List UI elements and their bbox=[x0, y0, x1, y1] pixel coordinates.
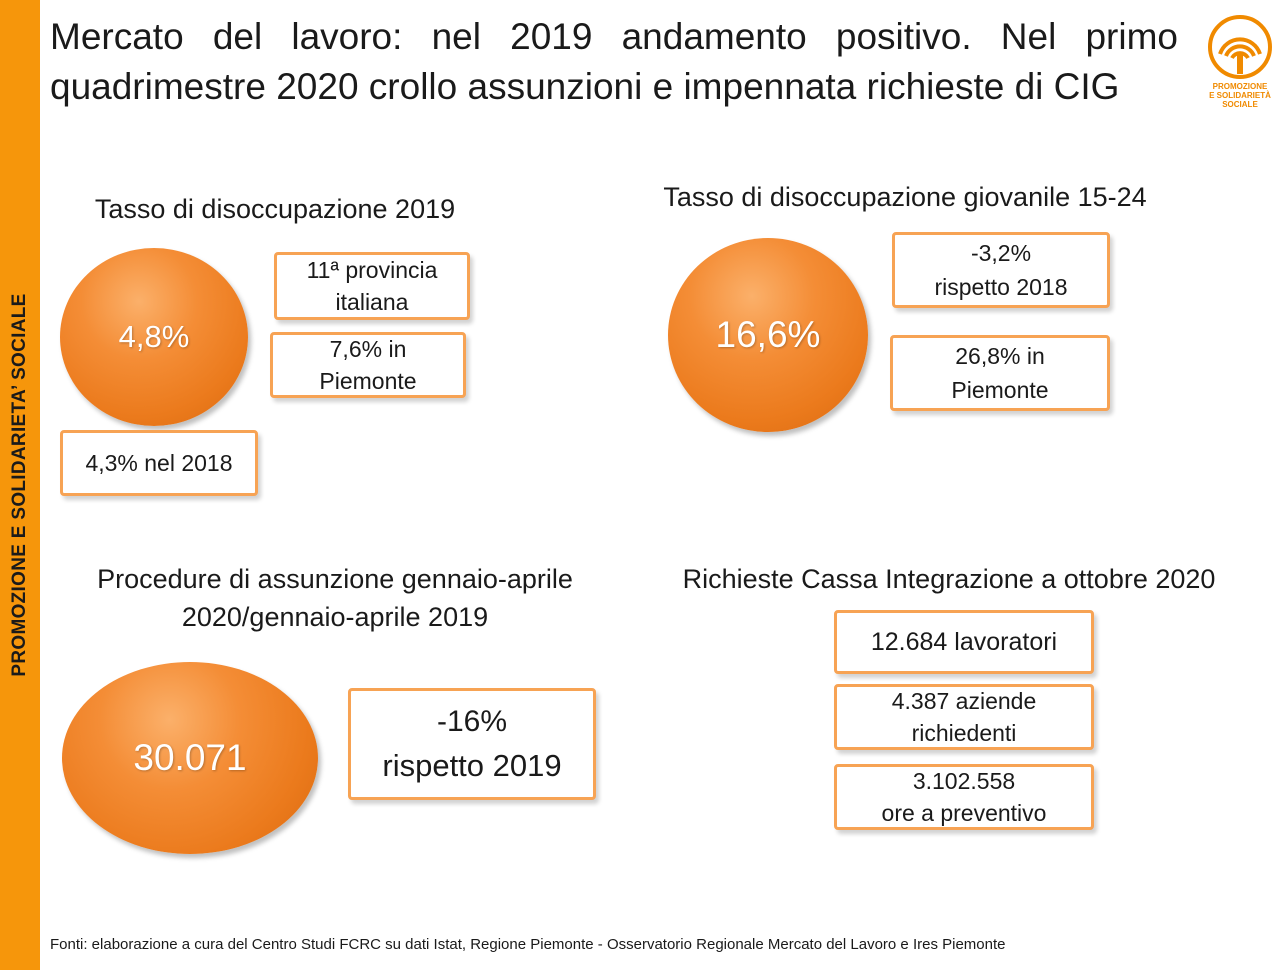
unemployment-rank-line-1: 11ª provincia bbox=[306, 257, 438, 283]
logo-text-line-1: PROMOZIONE bbox=[1212, 82, 1268, 91]
unemployment-value: 4,8% bbox=[118, 319, 190, 354]
youth-heading: Tasso di disoccupazione giovanile 15-24 bbox=[663, 182, 1147, 212]
hiring-heading-line-2: 2020/gennaio-aprile 2019 bbox=[181, 602, 489, 632]
radio-waves-icon bbox=[1208, 15, 1272, 79]
hiring-change-box: -16% rispetto 2019 bbox=[348, 688, 596, 800]
youth-piemonte-box: 26,8% in Piemonte bbox=[890, 335, 1110, 411]
unemployment-heading: Tasso di disoccupazione 2019 bbox=[94, 194, 456, 224]
hiring-heading: Procedure di assunzione gennaio-aprile 2… bbox=[50, 560, 620, 636]
page-title-line-2: quadrimestre 2020 crollo assunzioni e im… bbox=[50, 66, 1120, 107]
cig-companies-box: 4.387 aziende richiedenti bbox=[834, 684, 1094, 750]
unemployment-circle: 4,8% bbox=[60, 248, 248, 426]
unemployment-2018-text: 4,3% nel 2018 bbox=[85, 449, 233, 476]
page-title: Mercato del lavoro: nel 2019 andamento p… bbox=[50, 12, 1178, 112]
youth-change-line-2: rispetto 2018 bbox=[934, 274, 1068, 300]
youth-piemonte-line-1: 26,8% in bbox=[955, 343, 1045, 369]
youth-value: 16,6% bbox=[715, 314, 821, 355]
unemployment-rank-box: 11ª provincia italiana bbox=[274, 252, 470, 320]
unemployment-rank-line-2: italiana bbox=[335, 289, 409, 315]
sidebar-label: PROMOZIONE E SOLIDARIETA’ SOCIALE bbox=[9, 293, 30, 677]
logo-text-line-3: SOCIALE bbox=[1222, 100, 1258, 109]
cig-hours-line-2: ore a preventivo bbox=[881, 800, 1047, 826]
unemployment-piemonte-line-2: Piemonte bbox=[319, 368, 417, 394]
logo: PROMOZIONE E SOLIDARIETÀ SOCIALE bbox=[1206, 14, 1274, 126]
cig-heading: Richieste Cassa Integrazione a ottobre 2… bbox=[682, 564, 1216, 594]
unemployment-piemonte-line-1: 7,6% in bbox=[329, 336, 407, 362]
sidebar-band: PROMOZIONE E SOLIDARIETA’ SOCIALE bbox=[0, 0, 40, 970]
cig-workers-box: 12.684 lavoratori bbox=[834, 610, 1094, 674]
unemployment-piemonte-box: 7,6% in Piemonte bbox=[270, 332, 466, 398]
youth-change-box: -3,2% rispetto 2018 bbox=[892, 232, 1110, 308]
hiring-change-line-2: rispetto 2019 bbox=[382, 748, 562, 783]
youth-piemonte-line-2: Piemonte bbox=[951, 377, 1049, 403]
cig-companies-line-2: richiedenti bbox=[911, 720, 1017, 746]
cig-hours-line-1: 3.102.558 bbox=[912, 768, 1016, 794]
page-title-line-1: Mercato del lavoro: nel 2019 andamento p… bbox=[50, 16, 1178, 57]
hiring-change-line-1: -16% bbox=[436, 705, 508, 738]
youth-circle: 16,6% bbox=[668, 238, 868, 432]
hiring-circle: 30.071 bbox=[62, 662, 318, 854]
logo-text: PROMOZIONE E SOLIDARIETÀ SOCIALE bbox=[1206, 82, 1274, 109]
youth-change-line-1: -3,2% bbox=[970, 240, 1032, 266]
hiring-heading-line-1: Procedure di assunzione gennaio-aprile bbox=[97, 564, 573, 594]
cig-hours-box: 3.102.558 ore a preventivo bbox=[834, 764, 1094, 830]
unemployment-2018-box: 4,3% nel 2018 bbox=[60, 430, 258, 496]
logo-text-line-2: E SOLIDARIETÀ bbox=[1209, 91, 1271, 100]
cig-companies-line-1: 4.387 aziende bbox=[891, 688, 1037, 714]
cig-workers-text: 12.684 lavoratori bbox=[870, 627, 1058, 656]
source-footnote: Fonti: elaborazione a cura del Centro St… bbox=[50, 936, 1006, 953]
hiring-value: 30.071 bbox=[133, 737, 247, 778]
